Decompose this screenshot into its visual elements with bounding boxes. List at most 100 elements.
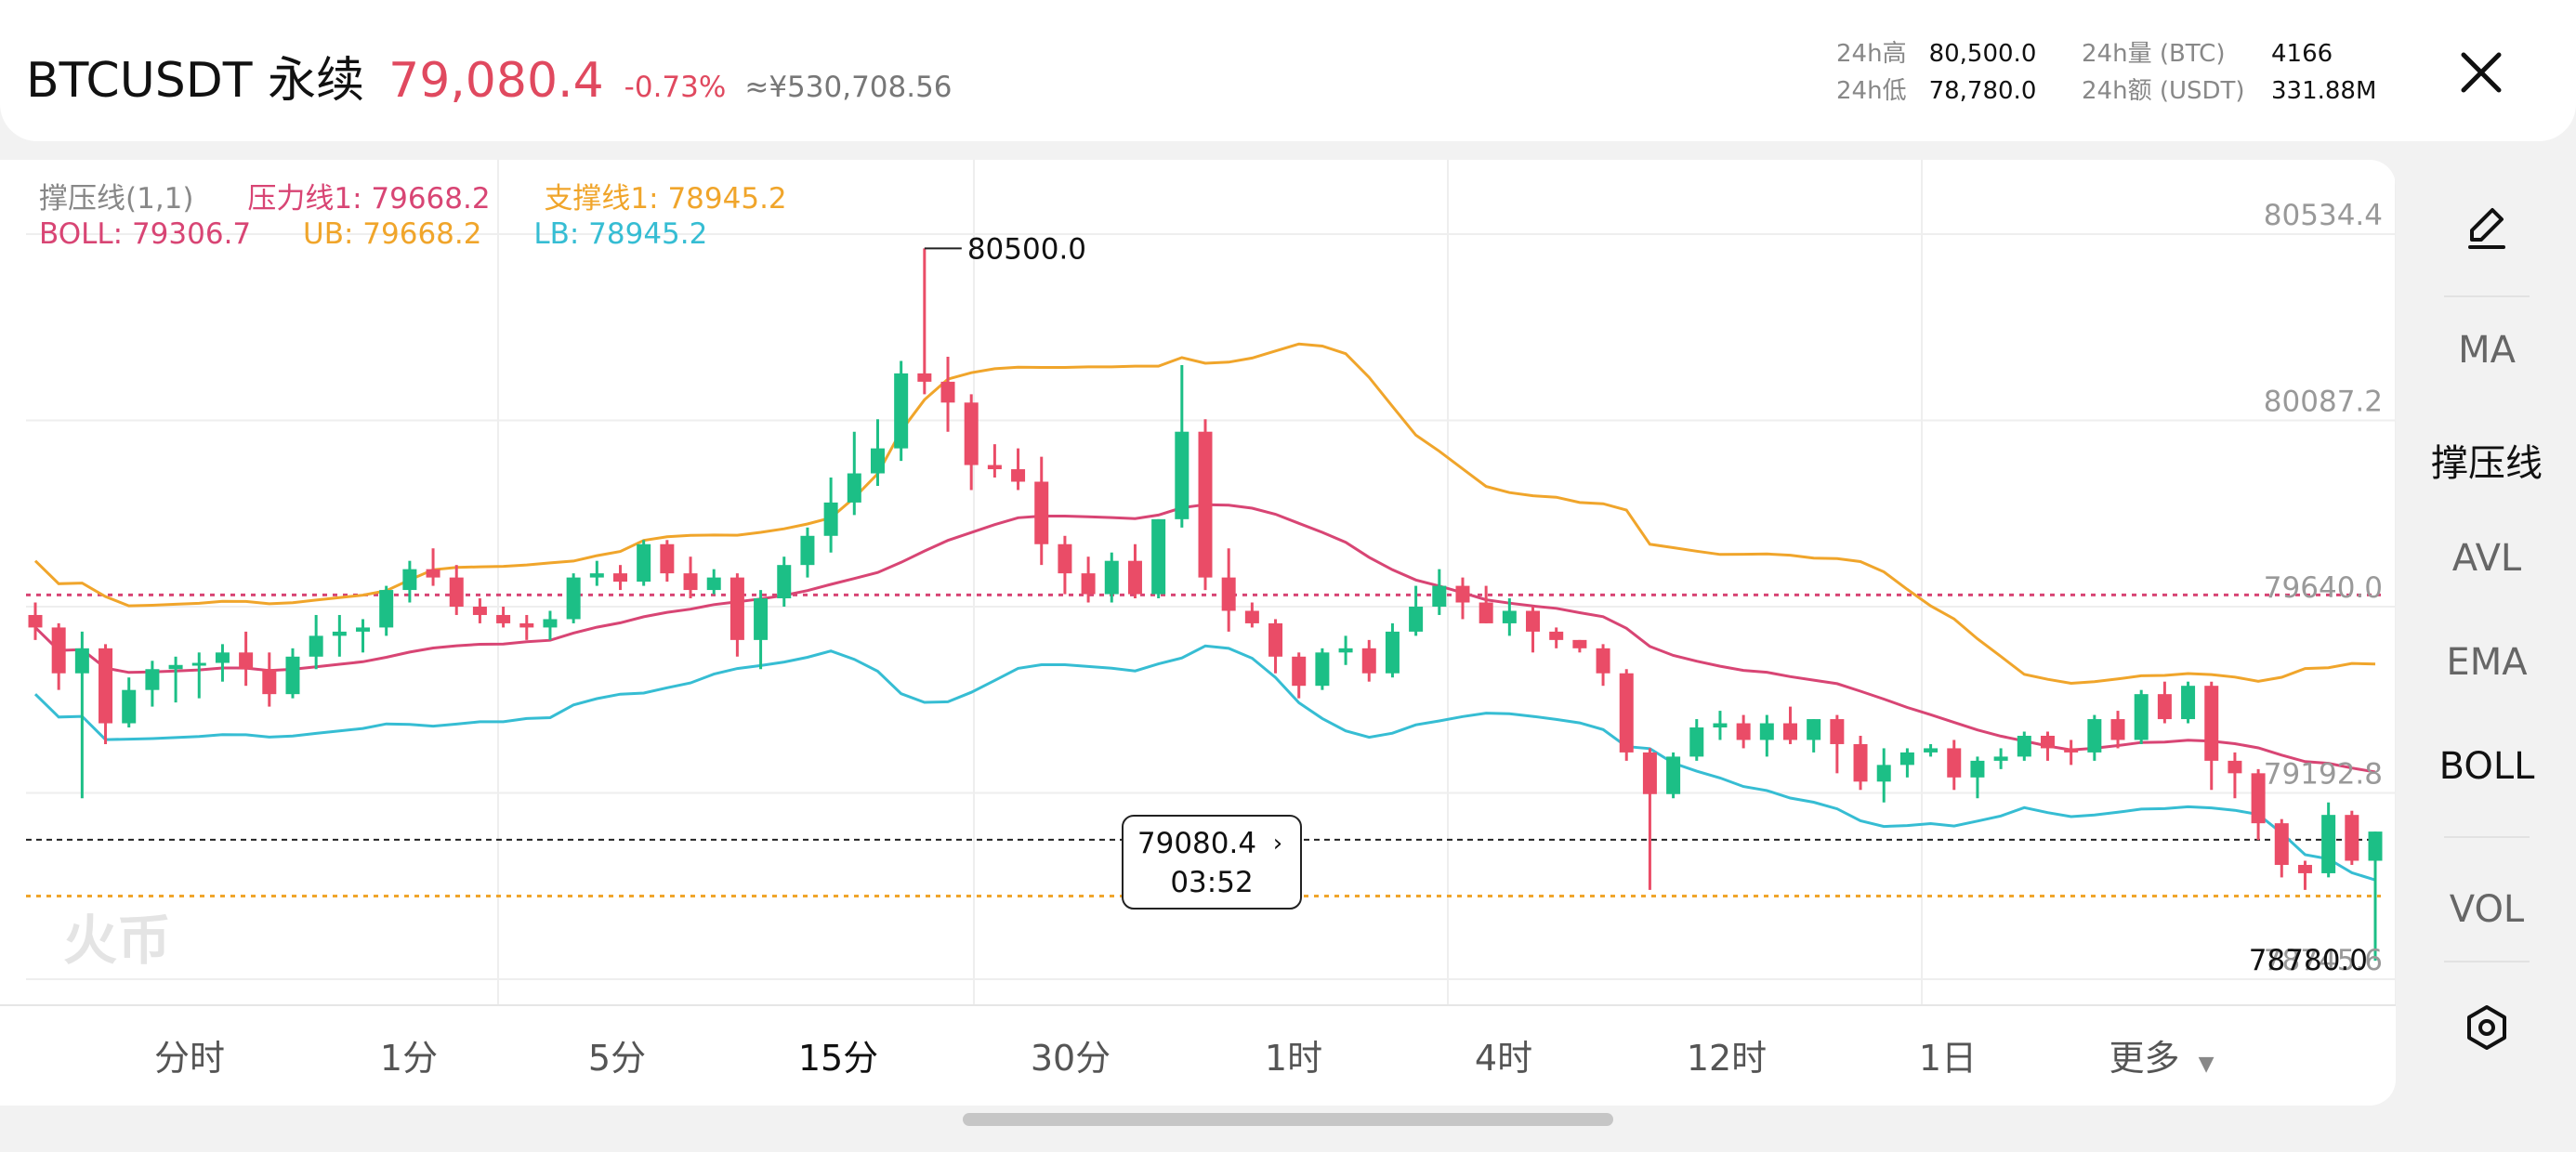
last-price: 79,080.4: [388, 53, 604, 109]
legend-support-resistance: 撑压线(1,1) 压力线1: 79668.2 支撑线1: 78945.2: [39, 175, 832, 216]
legend-boll-lb: LB: 78945.2: [533, 217, 708, 251]
candle-body: [2087, 719, 2102, 753]
candle-body: [1830, 719, 1845, 744]
stat-value-24h-turnover: 331.88M: [2271, 77, 2377, 105]
candle-body: [2134, 694, 2149, 740]
boll-lower-band: [33, 644, 2376, 882]
tf-tab-30m[interactable]: 30分: [1030, 1038, 1111, 1079]
candle-body: [1596, 648, 1610, 674]
candle-body: [2204, 686, 2219, 761]
candle-body: [1081, 573, 1096, 595]
candlestick-chart[interactable]: 火币 80534.4 80087.2 79640.0 79192.8 78745.6 805…: [0, 160, 2396, 1106]
sidebar-item-boll[interactable]: BOLL: [2438, 745, 2535, 788]
candle-body: [1292, 656, 1307, 687]
chart-panel[interactable]: 火币 80534.4 80087.2 79640.0 79192.8 78745.6 805…: [0, 160, 2396, 1106]
sidebar-item-ma[interactable]: MA: [2458, 329, 2516, 372]
price-change-percent: -0.73%: [624, 71, 727, 104]
candle-body: [683, 573, 698, 591]
candle-body: [1876, 765, 1891, 782]
draw-tool-button[interactable]: [2398, 201, 2576, 256]
candle-body: [145, 669, 160, 690]
candle-body: [1432, 585, 1447, 607]
candle-body: [1947, 748, 1962, 778]
y-axis-label: 78745.6: [2264, 944, 2383, 977]
legend-boll-mid: BOLL: 79306.7: [39, 217, 252, 251]
candle-body: [356, 627, 371, 632]
horizontal-scrollbar[interactable]: [963, 1113, 1613, 1126]
tf-tab-15m[interactable]: 15分: [797, 1038, 879, 1079]
candle-body: [28, 614, 43, 628]
candle-body: [285, 656, 300, 695]
candle-body: [472, 607, 487, 615]
candle-body: [1221, 577, 1236, 611]
candle-body: [2017, 735, 2031, 757]
candle-body: [706, 577, 721, 591]
symbol-name[interactable]: BTCUSDT 永续: [26, 53, 365, 109]
candle-body: [1713, 723, 1728, 728]
sidebar-divider: [2444, 961, 2530, 962]
candle-body: [2110, 719, 2125, 740]
candle-body: [1011, 469, 1026, 482]
high-price-label: 80500.0: [967, 232, 1086, 266]
candle-body: [1993, 756, 2008, 761]
candle-body: [1970, 760, 1985, 778]
candle-body: [543, 619, 558, 628]
y-axis-label: 80087.2: [2264, 386, 2383, 419]
candle-body: [1853, 743, 1868, 782]
candle-body: [449, 577, 464, 607]
candle-body: [566, 577, 581, 620]
chevron-down-icon: ▼: [2198, 1053, 2215, 1076]
tf-tab-5m[interactable]: 5分: [587, 1038, 647, 1079]
candle-countdown: 03:52: [1170, 866, 1253, 899]
tf-tab-12h[interactable]: 12时: [1686, 1038, 1768, 1079]
sidebar-item-ema[interactable]: EMA: [2446, 641, 2528, 684]
tf-tab-timeshare[interactable]: 分时: [153, 1038, 226, 1079]
candle-body: [1736, 723, 1751, 740]
candle-body: [754, 598, 769, 640]
candle-body: [262, 669, 277, 695]
candle-body: [1924, 748, 1939, 753]
candle-body: [2274, 823, 2289, 865]
tf-tab-more[interactable]: 更多 ▼: [2109, 1029, 2214, 1080]
candle-body: [777, 565, 792, 599]
candle-body: [964, 402, 979, 465]
candle-body: [1807, 719, 1821, 740]
settings-button[interactable]: [2398, 1003, 2576, 1059]
candle-body: [1642, 752, 1657, 794]
candle-body: [1034, 481, 1049, 544]
tf-tab-1d[interactable]: 1日: [1918, 1038, 1978, 1079]
candle-body: [1526, 610, 1541, 632]
candle-body: [239, 652, 254, 670]
candle-body: [2228, 760, 2242, 774]
legend-boll-ub: UB: 79668.2: [303, 217, 482, 251]
close-icon: [2461, 52, 2502, 93]
candle-body: [1409, 607, 1424, 632]
candle-body: [1689, 727, 1704, 757]
candle-body: [402, 569, 417, 591]
close-button[interactable]: [2446, 37, 2517, 108]
y-axis-label: 80534.4: [2264, 199, 2383, 232]
sidebar-divider: [2444, 295, 2530, 297]
sidebar-item-vol[interactable]: VOL: [2449, 888, 2525, 931]
candle-body: [1315, 652, 1330, 687]
legend-indicator-name: 撑压线(1,1): [39, 182, 194, 216]
candle-body: [1783, 723, 1797, 740]
sidebar-item-avl[interactable]: AVL: [2451, 537, 2522, 580]
candle-body: [122, 689, 137, 724]
candle-body: [1619, 673, 1634, 753]
candle-body: [2064, 748, 2079, 753]
stat-label-24h-volume: 24h量 (BTC): [2082, 40, 2226, 68]
legend-boll: BOLL: 79306.7 UB: 79668.2 LB: 78945.2: [39, 217, 752, 251]
candle-body: [1104, 560, 1119, 595]
candle-body: [1899, 752, 1914, 766]
legend-support: 支撑线1: 78945.2: [544, 182, 787, 216]
ticker-header: BTCUSDT 永续 79,080.4 -0.73% ≈¥530,708.56 …: [0, 0, 2576, 141]
candle-body: [2297, 864, 2312, 873]
tf-tab-4h[interactable]: 4时: [1474, 1038, 1533, 1079]
tf-tab-1m[interactable]: 1分: [379, 1038, 439, 1079]
watermark-logo: 火币: [63, 909, 171, 972]
candle-body: [215, 652, 230, 663]
tf-tab-1h[interactable]: 1时: [1264, 1038, 1323, 1079]
sidebar-item-support-resistance[interactable]: 撑压线: [2431, 442, 2543, 485]
candle-body: [168, 664, 183, 670]
